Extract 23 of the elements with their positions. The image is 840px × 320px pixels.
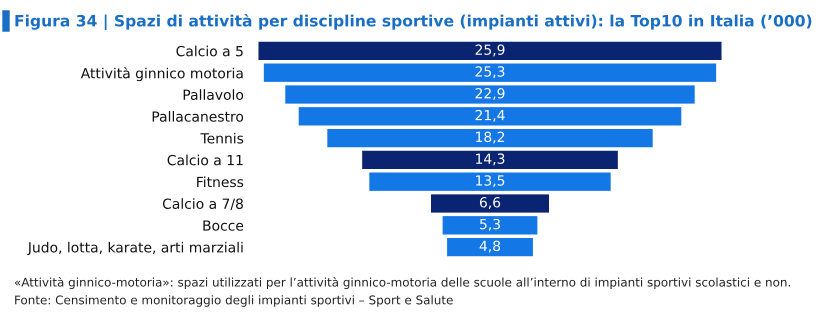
- data-label: 6,6: [480, 197, 500, 209]
- data-label: 22,9: [476, 88, 504, 100]
- data-label: 25,3: [476, 66, 504, 78]
- category-label: Fitness: [197, 176, 244, 188]
- data-label: 21,4: [476, 110, 505, 122]
- data-label: 25,9: [476, 44, 504, 56]
- category-label: Bocce: [203, 220, 244, 231]
- data-label: 4,8: [480, 240, 500, 253]
- category-label: Calcio a 11: [168, 154, 243, 166]
- data-label: 18,2: [476, 132, 504, 144]
- data-label: 14,3: [476, 153, 504, 166]
- category-label: Pallacanestro: [152, 111, 244, 122]
- category-label: Pallavolo: [184, 89, 244, 100]
- category-label: Attività ginnico motoria: [80, 67, 243, 82]
- category-label: Judo, lotta, karate, arti marziali: [27, 242, 243, 256]
- category-label: Calcio a 7/8: [162, 198, 243, 210]
- data-label: 13,5: [476, 175, 504, 188]
- category-label: Tennis: [200, 132, 244, 144]
- category-label: Calcio a 5: [176, 46, 243, 56]
- source-note: Fonte: Censimento e monitoraggio degli impianti sportivi – Sport e Salute: [15, 295, 453, 307]
- text: Figura 34 | Spazi di attività per discipline sportive (impianti attivi): la Top10 in Italia (’000): [15, 14, 812, 30]
- text: «Attività ginnico-motoria»: spazi utilizzati per l’attività ginnico-motoria delle scuole all’interno di impianti sportivi scolastici e non.: [14, 276, 790, 290]
- data-label: 5,3: [480, 218, 500, 231]
